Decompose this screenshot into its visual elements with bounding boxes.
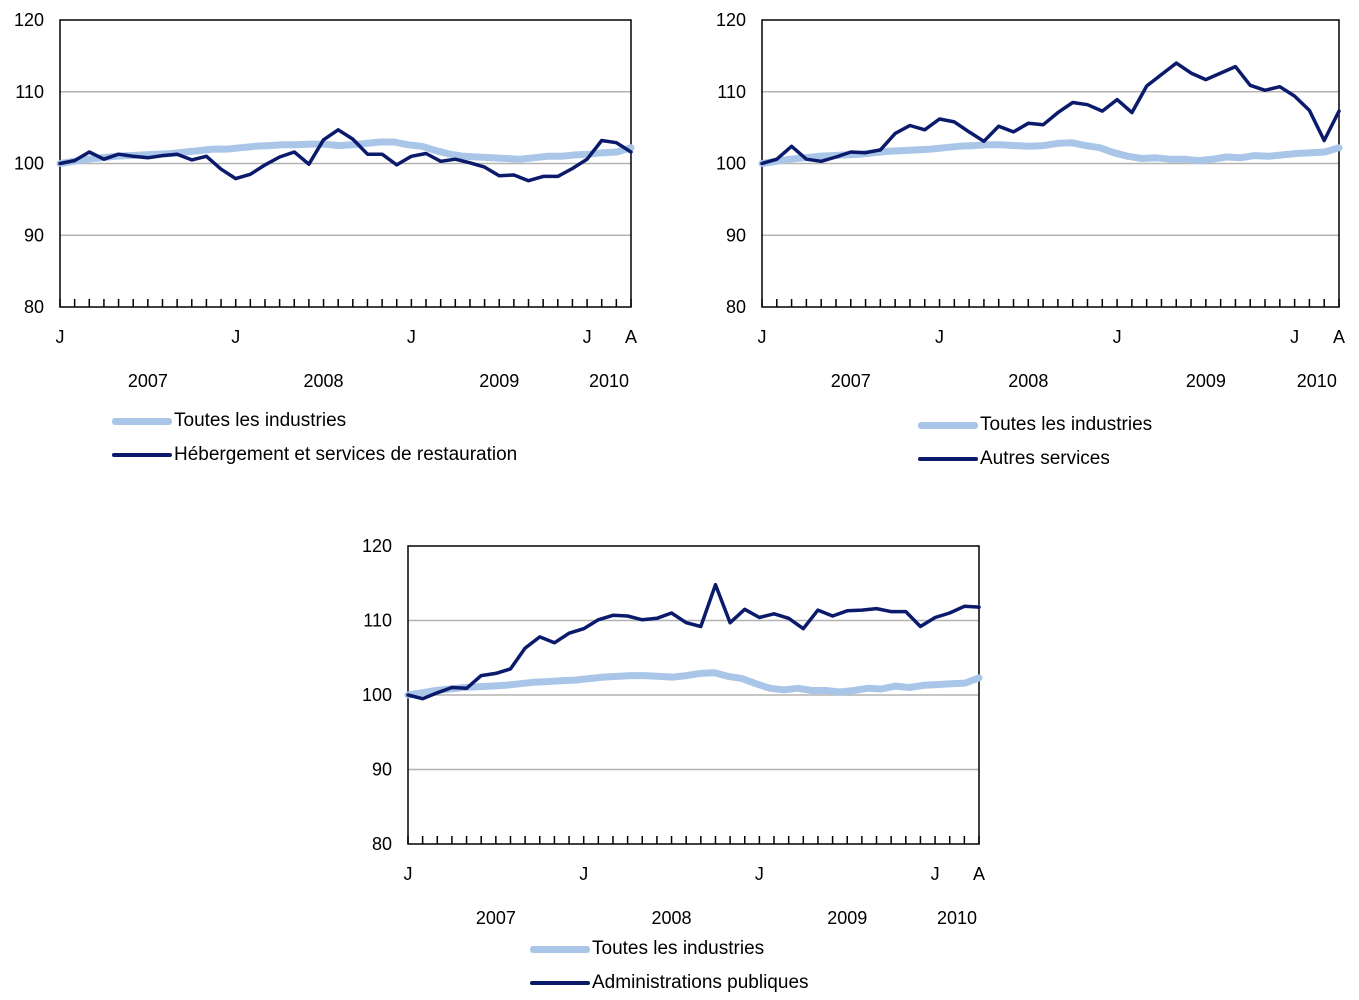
y-tick-label: 120 bbox=[716, 10, 746, 30]
legend-item: Toutes les industries bbox=[530, 932, 809, 966]
series-line-1 bbox=[758, 139, 1343, 167]
series-line-1 bbox=[404, 669, 983, 699]
legend-swatch bbox=[918, 457, 978, 461]
y-tick-label: 100 bbox=[362, 685, 392, 705]
x-month-label: A bbox=[1333, 327, 1345, 347]
x-month-label: J bbox=[931, 864, 940, 884]
y-tick-label: 80 bbox=[372, 834, 392, 854]
legend-hebergement: Toutes les industries Hébergement et serv… bbox=[112, 404, 517, 472]
chart-svg: 80 90 100 110 120 J J J J A 2007 2008 2009 2010 bbox=[716, 10, 1345, 391]
y-tick-label: 120 bbox=[14, 10, 44, 30]
y-tick-label: 110 bbox=[363, 611, 392, 631]
x-year-label: 2007 bbox=[476, 908, 516, 928]
x-year-label: 2009 bbox=[827, 908, 867, 928]
y-tick-label: 120 bbox=[362, 536, 392, 556]
legend-swatch bbox=[112, 453, 172, 457]
legend-label: Toutes les industries bbox=[980, 414, 1153, 435]
x-month-label: J bbox=[935, 327, 944, 347]
x-year-label: 2009 bbox=[479, 371, 519, 391]
y-tick-label: 90 bbox=[726, 225, 746, 245]
x-year-label: 2008 bbox=[652, 908, 692, 928]
x-month-label: J bbox=[1113, 327, 1122, 347]
x-month-label: A bbox=[625, 327, 637, 347]
y-tick-label: 80 bbox=[24, 297, 44, 317]
x-year-label: 2009 bbox=[1186, 371, 1226, 391]
y-tick-label: 100 bbox=[716, 154, 746, 174]
legend-label: Hébergement et services de restauration bbox=[174, 444, 518, 465]
x-year-label: 2010 bbox=[589, 371, 629, 391]
x-month-label: J bbox=[1290, 327, 1299, 347]
legend-item: Autres services bbox=[918, 442, 1152, 476]
x-year-label: 2008 bbox=[304, 371, 344, 391]
chart-svg: 80 90 100 110 120 J J J J A 2007 2008 2009 2010 bbox=[362, 536, 985, 928]
x-month-label: J bbox=[583, 327, 592, 347]
x-month-label: A bbox=[973, 864, 985, 884]
y-tick-label: 110 bbox=[15, 82, 44, 102]
x-month-label: J bbox=[755, 864, 764, 884]
legend-administrations: Toutes les industries Administrations pub… bbox=[530, 932, 809, 1000]
chart-autres-services: 80 90 100 110 120 J J J J A 2007 2008 2009 2010 bbox=[680, 0, 1359, 400]
legend-swatch bbox=[530, 981, 590, 985]
legend-swatch bbox=[112, 417, 172, 425]
legend-autres-services: Toutes les industries Autres services bbox=[918, 408, 1152, 476]
series-line-2 bbox=[406, 582, 981, 701]
x-year-label: 2007 bbox=[128, 371, 168, 391]
legend-item: Hébergement et services de restauration bbox=[112, 438, 517, 472]
x-year-label: 2010 bbox=[937, 908, 977, 928]
series-line-2 bbox=[58, 128, 633, 183]
chart-hebergement: 80 90 100 110 120 J J J J A 2007 2008 2009 2010 bbox=[0, 0, 680, 400]
legend-swatch bbox=[530, 945, 590, 953]
chart-svg: 80 90 100 110 120 J J J J A 2007 2008 2009 2010 bbox=[14, 10, 637, 391]
legend-item: Toutes les industries bbox=[112, 404, 517, 438]
y-tick-label: 110 bbox=[717, 82, 746, 102]
y-tick-label: 90 bbox=[372, 760, 392, 780]
y-tick-label: 80 bbox=[726, 297, 746, 317]
legend-swatch bbox=[918, 421, 978, 429]
chart-administrations: 80 90 100 110 120 J J J J A 2007 2008 2009 2010 bbox=[340, 528, 1020, 928]
x-month-label: J bbox=[407, 327, 416, 347]
x-month-label: J bbox=[579, 864, 588, 884]
x-month-label: J bbox=[56, 327, 65, 347]
legend-item: Toutes les industries bbox=[918, 408, 1152, 442]
y-tick-label: 90 bbox=[24, 225, 44, 245]
x-year-label: 2008 bbox=[1008, 371, 1048, 391]
x-month-label: J bbox=[758, 327, 767, 347]
series-line-2 bbox=[760, 61, 1341, 166]
series-line-1 bbox=[56, 138, 635, 167]
legend-label: Toutes les industries bbox=[174, 410, 347, 431]
x-month-label: J bbox=[231, 327, 240, 347]
legend-item: Administrations publiques bbox=[530, 966, 809, 1000]
legend-label: Autres services bbox=[980, 448, 1110, 469]
legend-label: Administrations publiques bbox=[592, 972, 809, 993]
x-year-label: 2007 bbox=[831, 371, 871, 391]
legend-label: Toutes les industries bbox=[592, 938, 765, 959]
y-tick-label: 100 bbox=[14, 154, 44, 174]
x-month-label: J bbox=[404, 864, 413, 884]
x-year-label: 2010 bbox=[1297, 371, 1337, 391]
